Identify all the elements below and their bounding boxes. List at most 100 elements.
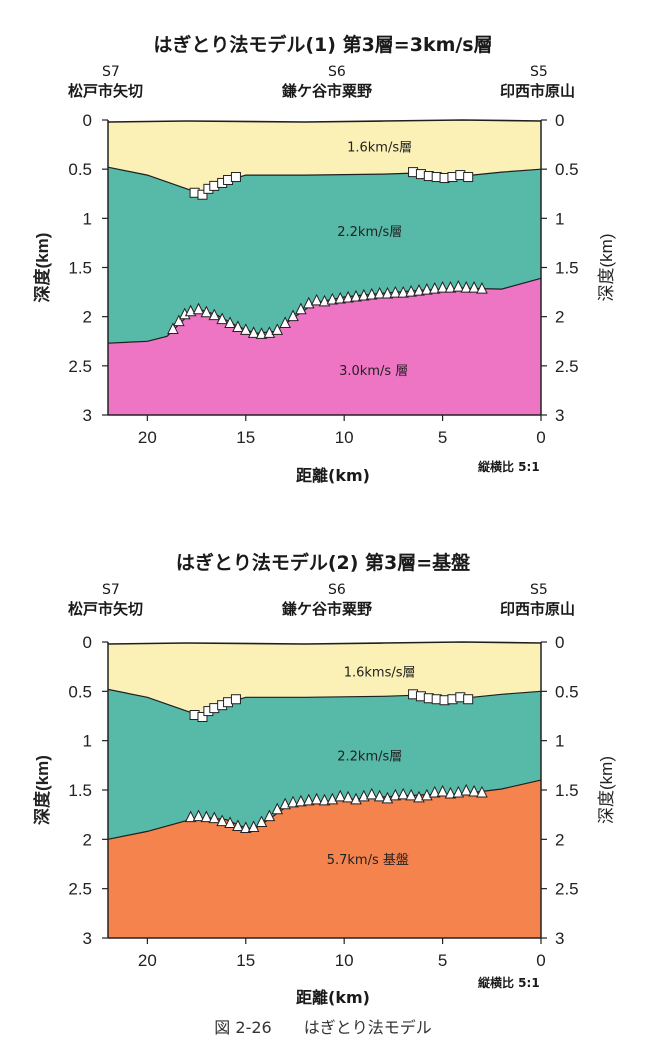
y-axis-title-right: 深度(km) <box>597 756 616 824</box>
y-tick-label-left: 3 <box>83 406 92 425</box>
triangle-pick-marker <box>373 789 386 802</box>
triangle-pick-marker <box>318 793 331 806</box>
triangle-pick-marker <box>365 787 378 800</box>
boundary-surface <box>107 641 542 645</box>
triangle-pick-marker <box>287 795 299 808</box>
triangle-pick-marker <box>413 790 425 803</box>
y-tick-label-right: 2 <box>555 830 564 849</box>
triangle-pick-marker <box>247 326 260 338</box>
triangle-pick-marker <box>405 284 417 297</box>
chart-plot: 0 0 0.5 0.5 1 1 1.5 1.5 2 2 2.5 2.5 3 3 20 15 10 5 0 深度(km)… <box>32 111 616 447</box>
y-tick-label-right: 0.5 <box>555 682 579 701</box>
triangle-pick-marker <box>468 784 480 797</box>
y-axis-title-left: 深度(km) <box>32 755 52 825</box>
square-pick-marker <box>197 189 208 200</box>
x-tick-label: 20 <box>138 951 157 970</box>
y-tick-label-left: 1.5 <box>68 781 92 800</box>
layer-label-3: 5.7km/s 基盤 <box>327 853 409 868</box>
y-tick-label-left: 1.5 <box>68 259 92 278</box>
x-axis-title: 距離(km) <box>296 988 370 1007</box>
triangle-pick-marker <box>200 305 213 318</box>
triangle-pick-marker <box>192 809 205 822</box>
y-tick-label-left: 0 <box>83 633 92 652</box>
triangle-pick-marker <box>397 787 410 800</box>
triangle-pick-marker <box>208 811 221 824</box>
triangle-pick-marker <box>358 288 370 301</box>
triangle-pick-marker <box>421 282 433 295</box>
triangle-pick-marker <box>460 281 473 293</box>
triangle-pick-marker <box>167 322 179 334</box>
triangle-pick-marker <box>436 281 449 293</box>
square-pick-marker <box>197 711 208 722</box>
y-tick-label-left: 1 <box>83 732 92 751</box>
layer-label-1: 1.6km/s層 <box>347 141 412 156</box>
y-tick-label-right: 2.5 <box>555 880 579 899</box>
boundary-surface <box>107 119 542 123</box>
triangle-pick-marker <box>436 784 449 797</box>
x-axis-title: 距離(km) <box>296 466 370 485</box>
station-code-s7: S7 <box>102 64 120 80</box>
triangle-pick-marker <box>224 316 236 329</box>
triangle-pick-marker <box>476 282 488 294</box>
y-tick-label-right: 1.5 <box>555 259 579 278</box>
triangle-pick-marker <box>452 785 465 798</box>
y-tick-label-left: 1 <box>83 209 92 228</box>
triangle-pick-marker <box>334 291 347 304</box>
triangle-pick-marker <box>184 304 197 317</box>
station-code-s5: S5 <box>530 582 548 598</box>
triangle-pick-marker <box>279 797 291 810</box>
x-tick-label: 0 <box>536 951 545 970</box>
y-tick-label-left: 2.5 <box>68 880 92 899</box>
triangle-pick-marker <box>271 323 284 335</box>
triangle-pick-marker <box>468 281 480 293</box>
triangle-pick-marker <box>373 286 386 299</box>
x-tick-label: 10 <box>335 428 354 447</box>
aspect-ratio-note: 縦横比 5:1 <box>478 460 540 474</box>
x-tick-label: 5 <box>438 428 447 447</box>
triangle-pick-marker <box>428 282 441 294</box>
chart-plot: 0 0 0.5 0.5 1 1 1.5 1.5 2 2 2.5 2.5 3 3 20 15 10 5 0 深度(km)… <box>32 633 616 970</box>
triangle-pick-marker <box>342 290 354 303</box>
station-code-s7: S7 <box>102 582 120 598</box>
triangle-pick-marker <box>208 308 221 321</box>
y-tick-label-right: 1 <box>555 209 564 228</box>
square-pick-marker <box>463 694 474 705</box>
x-tick-label: 20 <box>138 428 157 447</box>
triangle-pick-marker <box>200 810 213 823</box>
triangle-pick-marker <box>358 789 370 802</box>
triangle-pick-marker <box>263 809 276 822</box>
chart-panel-2: はぎとり法モデル(2) 第3層=基盤 S7 S6 S5 松戸市矢切 鎌ケ谷市粟野… <box>0 520 646 1010</box>
y-tick-label-left: 2.5 <box>68 357 92 376</box>
triangle-pick-marker <box>350 289 362 302</box>
y-tick-label-left: 0 <box>83 111 92 130</box>
layer-label-3: 3.0km/s 層 <box>339 364 408 379</box>
triangle-pick-marker <box>326 292 339 305</box>
triangle-pick-marker <box>460 783 473 796</box>
triangle-pick-marker <box>444 786 457 799</box>
station-name-s7: 松戸市矢切 <box>68 82 144 100</box>
triangle-pick-marker <box>342 790 354 803</box>
station-name-s6: 鎌ケ谷市粟野 <box>282 600 373 618</box>
layer-label-2: 2.2km/s層 <box>337 749 402 764</box>
x-tick-label: 15 <box>236 428 255 447</box>
layer-fill-2 <box>108 167 541 344</box>
y-tick-label-right: 0.5 <box>555 160 579 179</box>
station-name-s5: 印西市原山 <box>500 82 576 100</box>
station-code-s5: S5 <box>530 64 548 80</box>
triangle-pick-marker <box>184 810 197 823</box>
chart-panel-1: はぎとり法モデル(1) 第3層=3km/s層 S7 S6 S5 松戸市矢切 鎌ケ… <box>0 0 646 510</box>
station-code-s6: S6 <box>328 582 346 598</box>
layer-label-2: 2.2km/s層 <box>337 225 402 240</box>
layer-label-1: 1.6kms/s層 <box>344 666 416 681</box>
triangle-pick-marker <box>295 302 307 315</box>
triangle-pick-marker <box>295 794 307 807</box>
triangle-pick-marker <box>444 281 457 293</box>
triangle-pick-marker <box>224 816 236 829</box>
y-tick-label-right: 1.5 <box>555 781 579 800</box>
y-tick-label-left: 3 <box>83 929 92 948</box>
y-axis-title-left: 深度(km) <box>32 233 52 303</box>
y-tick-label-right: 2.5 <box>555 357 579 376</box>
y-tick-label-left: 2 <box>83 830 92 849</box>
y-tick-label-right: 0 <box>555 111 564 130</box>
square-pick-marker <box>230 172 241 183</box>
